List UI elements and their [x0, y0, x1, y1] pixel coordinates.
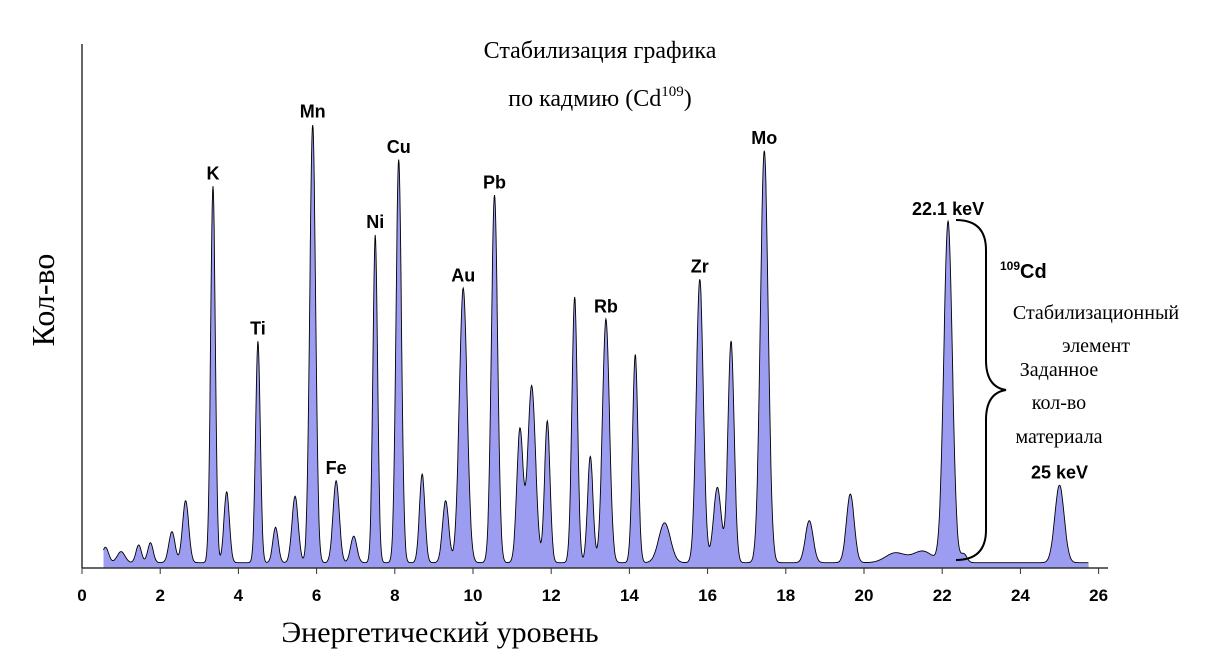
cd-isotope-symbol: Cd [1020, 261, 1047, 283]
x-tick-label: 12 [542, 586, 561, 605]
peak-label: Ni [366, 212, 384, 232]
chart-title-prefix: по кадмию (Cd [508, 86, 661, 112]
cd-isotope-label: 109Cd [1000, 259, 1047, 283]
peak-label: Fe [326, 458, 347, 478]
spectrum-area-group [103, 124, 1089, 568]
x-ticks-group: 0 2 4 6 8 10 12 14 16 18 20 22 24 26 [77, 568, 1108, 605]
y-axis-label: Кол-во [25, 254, 61, 347]
x-tick-label: 6 [312, 586, 321, 605]
x-axis-label: Энергетический уровень [281, 616, 598, 649]
chart-title-sup: 109 [661, 84, 684, 100]
x-tick-label: 16 [698, 586, 717, 605]
x-tick-label: 18 [776, 586, 795, 605]
stab-element-line1: Стабилизационный [1013, 302, 1180, 324]
peak-labels-group: K Ti Mn Fe Ni Cu Au Pb Rb Zr Mo 22.1 keV 25 keV [206, 101, 1088, 482]
x-tick-label: 20 [855, 586, 874, 605]
x-tick-label: 22 [933, 586, 952, 605]
peak-label: 25 keV [1031, 462, 1088, 482]
peak-label: Mn [300, 101, 326, 121]
cd-isotope-sup: 109 [1000, 259, 1020, 273]
peak-label: 22.1 keV [912, 199, 984, 219]
peak-label: Zr [691, 256, 709, 276]
chart-title-line1: Стабилизация графика [484, 38, 717, 64]
x-tick-label: 24 [1011, 586, 1030, 605]
peak-label: Cu [387, 137, 411, 157]
spectrum-line [103, 124, 1089, 564]
amount-line3: материала [1015, 426, 1102, 448]
x-tick-label: 0 [77, 586, 86, 605]
peak-label: Pb [483, 172, 506, 192]
x-tick-label: 4 [234, 586, 244, 605]
x-tick-label: 14 [620, 586, 639, 605]
spectrum-area [103, 125, 1089, 568]
chart-title-suffix: ) [684, 86, 692, 112]
peak-label: Rb [594, 296, 618, 316]
amount-line1: Заданное [1020, 359, 1099, 381]
chart-title-line2: по кадмию (Cd109) [508, 84, 691, 112]
peak-label: K [206, 163, 219, 183]
x-tick-label: 26 [1089, 586, 1108, 605]
stab-element-line2: элемент [1062, 335, 1130, 357]
x-tick-label: 2 [155, 586, 164, 605]
amount-line2: кол-во [1032, 392, 1086, 414]
peak-label: Ti [250, 319, 266, 339]
stabilization-brace [955, 219, 1007, 561]
x-tick-label: 8 [390, 586, 399, 605]
x-tick-label: 10 [464, 586, 483, 605]
peak-label: Mo [751, 128, 777, 148]
peak-label: Au [451, 265, 475, 285]
